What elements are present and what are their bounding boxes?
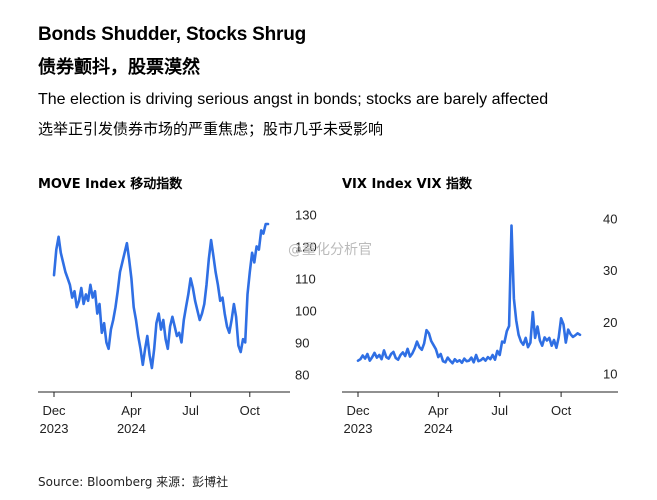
move-y-tick-label: 110 [295, 271, 316, 286]
move-series-line [52, 222, 270, 370]
vix-panel-title: VIX Index VIX 指数 [342, 177, 473, 192]
chart-title-chinese: 债券颤抖，股票漠然 [38, 57, 200, 78]
move-index-chart: Dec 2023 Apr 2024 Jul Oct 80 90 100 110 120 130 [38, 207, 317, 436]
move-y-tick-label: 80 [295, 367, 309, 382]
vix-y-tick-label: 20 [603, 315, 617, 330]
chart-subtitle-chinese: 选举正引发债券市场的严重焦虑；股市几乎未受影响 [38, 120, 384, 138]
move-x-tick-label: Apr [121, 403, 142, 418]
vix-index-chart: Dec 2023 Apr 2024 Jul Oct 10 20 30 40 [342, 211, 618, 436]
move-x-tick-label: Jul [182, 403, 199, 418]
move-x-tick-label: Oct [240, 403, 261, 418]
vix-y-tick-label: 40 [603, 211, 617, 226]
move-x-tick-label: Dec [42, 403, 66, 418]
vix-x-tick-year-label: 2023 [344, 421, 373, 436]
vix-y-tick-label: 10 [603, 367, 617, 382]
vix-x-tick-label: Oct [551, 403, 572, 418]
move-y-tick-label: 90 [295, 335, 309, 350]
move-panel-title: MOVE Index 移动指数 [38, 177, 183, 192]
move-y-tick-label: 120 [295, 239, 317, 254]
watermark-text: @量化分析官 [288, 242, 372, 258]
chart-subtitle: The election is driving serious angst in… [38, 91, 549, 108]
move-x-tick-year-label: 2023 [40, 421, 69, 436]
vix-x-tick-label: Jul [491, 403, 508, 418]
move-x-tick-year-label: 2024 [117, 421, 146, 436]
chart-title: Bonds Shudder, Stocks Shrug [38, 24, 307, 45]
vix-x-tick-year-label: 2024 [424, 421, 453, 436]
move-y-tick-label: 130 [295, 207, 317, 222]
vix-x-tick-label: Dec [346, 403, 370, 418]
vix-y-tick-label: 30 [603, 263, 617, 278]
source-note: Source: Bloomberg 来源：彭博社 [38, 475, 229, 489]
vix-series-line [356, 224, 582, 365]
vix-x-tick-label: Apr [428, 403, 449, 418]
move-y-tick-label: 100 [295, 303, 317, 318]
